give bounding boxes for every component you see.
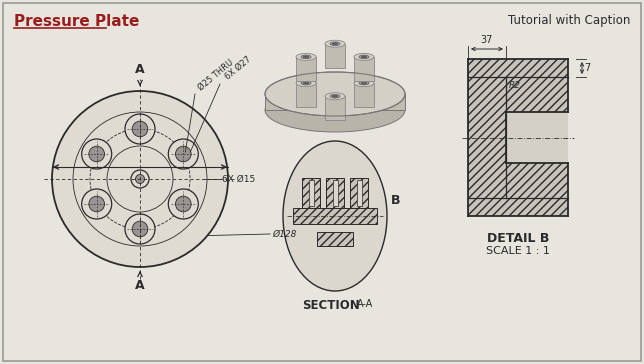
Ellipse shape (283, 141, 387, 291)
Circle shape (168, 139, 198, 169)
Bar (326, 178, 344, 208)
Text: 37: 37 (481, 35, 493, 45)
Bar (293, 208, 377, 224)
Text: A-A: A-A (357, 299, 374, 309)
Circle shape (82, 189, 111, 219)
Bar (468, 77, 506, 198)
Text: Tutorial with Caption: Tutorial with Caption (507, 14, 630, 27)
Bar (468, 59, 568, 216)
Ellipse shape (332, 95, 337, 97)
Circle shape (132, 221, 148, 237)
Circle shape (52, 91, 228, 267)
Circle shape (131, 170, 149, 188)
Bar (302, 178, 320, 208)
Polygon shape (354, 57, 374, 81)
Polygon shape (354, 83, 374, 107)
Circle shape (125, 114, 155, 144)
Bar (468, 59, 568, 77)
Circle shape (135, 174, 144, 183)
Ellipse shape (265, 72, 405, 116)
Circle shape (82, 139, 111, 169)
Ellipse shape (361, 56, 366, 58)
Ellipse shape (303, 82, 308, 84)
Polygon shape (296, 83, 316, 107)
Text: Ø128: Ø128 (272, 229, 296, 238)
Polygon shape (325, 96, 345, 120)
Text: A: A (135, 279, 145, 292)
Ellipse shape (301, 82, 311, 85)
Ellipse shape (325, 93, 345, 100)
Ellipse shape (330, 42, 340, 46)
Text: 6X Ø27: 6X Ø27 (223, 54, 252, 81)
Ellipse shape (359, 82, 369, 85)
Ellipse shape (303, 56, 308, 58)
Polygon shape (296, 57, 316, 81)
Ellipse shape (265, 88, 405, 132)
Bar (357, 180, 362, 206)
Text: DETAIL B: DETAIL B (487, 232, 549, 245)
Ellipse shape (301, 55, 311, 59)
Ellipse shape (296, 80, 316, 87)
Text: Ø25 THRU: Ø25 THRU (196, 58, 235, 92)
Bar (506, 77, 568, 112)
Ellipse shape (354, 80, 374, 87)
Ellipse shape (296, 54, 316, 60)
Circle shape (132, 121, 148, 137)
Polygon shape (265, 94, 405, 110)
Ellipse shape (330, 95, 340, 98)
Ellipse shape (325, 40, 345, 47)
Text: SECTION: SECTION (302, 299, 360, 312)
Text: Pressure Plate: Pressure Plate (14, 14, 139, 29)
Ellipse shape (332, 43, 337, 45)
Bar (333, 180, 338, 206)
Ellipse shape (361, 82, 366, 84)
Bar (317, 232, 353, 246)
Bar (350, 178, 368, 208)
Text: SCALE 1 : 1: SCALE 1 : 1 (486, 246, 550, 256)
Bar (506, 163, 568, 198)
Bar (468, 198, 568, 216)
Ellipse shape (359, 55, 369, 59)
Text: B: B (391, 194, 401, 207)
Text: A: A (135, 63, 145, 76)
Circle shape (125, 214, 155, 244)
Text: 7: 7 (584, 63, 591, 73)
Ellipse shape (354, 54, 374, 60)
Text: 6X Ø15: 6X Ø15 (222, 174, 255, 183)
Bar (309, 180, 314, 206)
Circle shape (176, 196, 191, 212)
Text: R2: R2 (509, 81, 521, 90)
Circle shape (89, 196, 104, 212)
Polygon shape (325, 44, 345, 68)
Circle shape (168, 189, 198, 219)
Circle shape (89, 146, 104, 162)
Circle shape (176, 146, 191, 162)
